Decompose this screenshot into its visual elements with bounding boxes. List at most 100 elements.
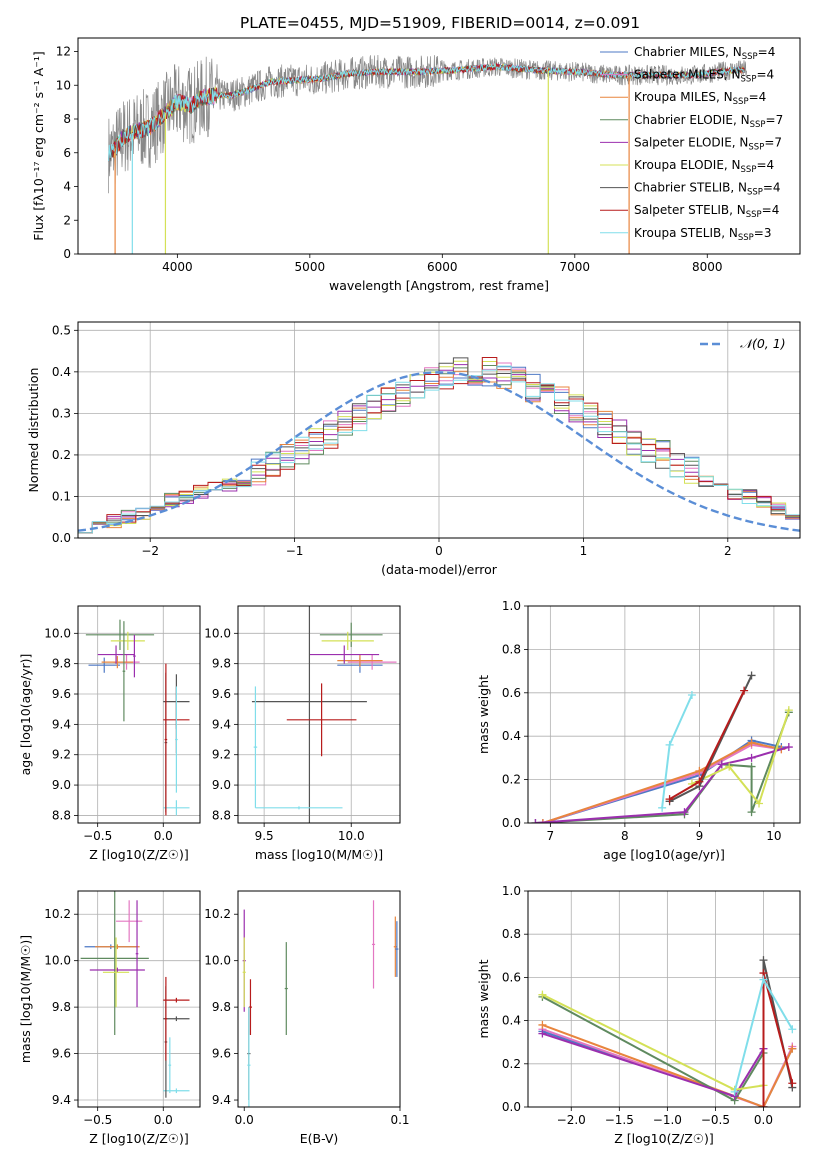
y-axis-label: Flux [fλ10⁻¹⁷ erg cm⁻² s⁻¹ A⁻¹] bbox=[31, 51, 46, 240]
y-tick-label: 9.6 bbox=[52, 1047, 71, 1061]
x-tick-label: 0 bbox=[435, 544, 443, 558]
x-tick-label: 1 bbox=[580, 544, 588, 558]
weight-point-marker bbox=[665, 795, 674, 804]
weight-series-line bbox=[669, 674, 753, 803]
weight-point-marker bbox=[725, 762, 734, 771]
y-tick-label: 0.4 bbox=[502, 1014, 521, 1028]
x-axis-label: wavelength [Angstrom, rest frame] bbox=[329, 278, 549, 293]
y-tick-label: 0 bbox=[63, 247, 71, 261]
weight-series-line bbox=[762, 972, 794, 1107]
weight-vs-Z-panel: −2.0 −1.5 −1.0 −0.5 0.0 0.0 0.2 0.4 0.6 0.8 1.0 Z [… bbox=[476, 884, 801, 1146]
y-tick-label: 0.3 bbox=[52, 406, 71, 420]
y-tick-label: 9.6 bbox=[212, 687, 231, 701]
weight-point-marker bbox=[759, 956, 768, 965]
y-tick-label: 9.8 bbox=[52, 1000, 71, 1014]
weight-point-marker bbox=[665, 740, 674, 749]
residuals-panel: −2 −1 0 1 2 0.0 0.1 0.2 0.3 0.4 0.5 𝒩(0, 1) (data-mo… bbox=[26, 321, 801, 577]
x-tick-label: 9.5 bbox=[255, 829, 274, 843]
weight-series-line bbox=[542, 743, 782, 823]
legend-label: Chabrier ELODIE, NSSP=7 bbox=[634, 113, 783, 130]
weight-point-marker bbox=[740, 686, 749, 695]
y-tick-label: 1.0 bbox=[502, 599, 521, 613]
mass-vs-ebv-panel: 0.0 0.1 9.4 9.6 9.8 10.0 10.2 E(B-V) bbox=[204, 890, 410, 1146]
x-axis-label: Z [log10(Z/Z☉)] bbox=[89, 1131, 189, 1146]
y-tick-label: 9.2 bbox=[212, 748, 231, 762]
residuals-frame bbox=[77, 321, 801, 539]
y-tick-label: 2 bbox=[63, 213, 71, 227]
mass-vs-Z-frame bbox=[77, 890, 201, 1108]
x-tick-label: 8 bbox=[621, 829, 629, 843]
weight-vs-age-panel: 7 8 9 10 0.0 0.2 0.4 0.6 0.8 1.0 age [log10(age/yr… bbox=[476, 599, 801, 862]
x-tick-label: −0.5 bbox=[83, 1113, 112, 1127]
y-tick-label: 0.2 bbox=[52, 448, 71, 462]
x-axis-label: age [log10(age/yr)] bbox=[603, 847, 725, 862]
x-tick-label: 0.0 bbox=[235, 1113, 254, 1127]
y-tick-label: 0.8 bbox=[502, 927, 521, 941]
gaussian-curve bbox=[78, 371, 800, 532]
legend-label: Salpeter ELODIE, NSSP=7 bbox=[634, 135, 782, 152]
x-tick-label: −1.0 bbox=[653, 1113, 682, 1127]
weight-point-marker bbox=[784, 743, 793, 752]
y-tick-label: 9.0 bbox=[52, 778, 71, 792]
age-vs-mass-panel: 9.5 10.0 8.8 9.0 9.2 9.4 9.6 9.8 10.0 mass [log10… bbox=[204, 605, 401, 862]
y-tick-label: 10.0 bbox=[44, 954, 71, 968]
residual-histogram bbox=[78, 364, 800, 538]
y-tick-label: 0.8 bbox=[502, 642, 521, 656]
y-tick-label: 8 bbox=[63, 112, 71, 126]
x-axis-label: Z [log10(Z/Z☉)] bbox=[614, 1131, 714, 1146]
legend-label: Salpeter STELIB, NSSP=4 bbox=[634, 203, 779, 220]
spectrum-panel: 4000 5000 6000 7000 8000 0 2 4 6 8 10 12 Chabrier MI… bbox=[31, 37, 801, 293]
x-tick-label: 0.0 bbox=[754, 1113, 773, 1127]
y-axis-label: age [log10(age/yr)] bbox=[18, 654, 33, 776]
weight-series-line bbox=[691, 709, 790, 806]
y-tick-label: 9.4 bbox=[212, 1093, 231, 1107]
y-tick-label: 9.6 bbox=[212, 1047, 231, 1061]
age-vs-Z-frame bbox=[77, 605, 201, 824]
weight-point-marker bbox=[747, 738, 756, 747]
y-tick-label: 12 bbox=[56, 45, 71, 59]
y-tick-label: 0.4 bbox=[502, 729, 521, 743]
figure-title: PLATE=0455, MJD=51909, FIBERID=0014, z=0… bbox=[240, 14, 640, 32]
y-tick-label: 10.2 bbox=[204, 907, 231, 921]
weight-vs-Z-frame bbox=[527, 890, 801, 1108]
weight-point-marker bbox=[538, 1020, 547, 1029]
spectrum-model-line bbox=[108, 62, 745, 162]
weight-point-marker bbox=[755, 799, 764, 808]
y-tick-label: 0.0 bbox=[502, 816, 521, 830]
y-tick-label: 4 bbox=[63, 180, 71, 194]
legend-label: Kroupa MILES, NSSP=4 bbox=[634, 90, 766, 107]
weight-point-marker bbox=[687, 690, 696, 699]
x-tick-label: −2 bbox=[141, 544, 159, 558]
x-tick-label: 0.0 bbox=[154, 1113, 173, 1127]
spectrum-frame bbox=[77, 37, 801, 255]
x-tick-label: 10.0 bbox=[338, 829, 365, 843]
x-tick-label: 2 bbox=[724, 544, 732, 558]
y-tick-label: 0.4 bbox=[52, 365, 71, 379]
weight-point-marker bbox=[788, 1044, 797, 1053]
y-tick-label: 8.8 bbox=[52, 808, 71, 822]
y-axis-label: mass [log10(M/M☉)] bbox=[18, 935, 33, 1063]
weight-series-line bbox=[535, 711, 790, 823]
y-tick-label: 0.0 bbox=[502, 1100, 521, 1114]
x-tick-label: 5000 bbox=[295, 260, 326, 274]
x-tick-label: 7 bbox=[547, 829, 555, 843]
weight-point-marker bbox=[538, 819, 547, 823]
weight-point-marker bbox=[759, 975, 768, 984]
x-tick-label: 9 bbox=[696, 829, 704, 843]
y-axis-label: Normed distribution bbox=[26, 368, 41, 493]
legend-label: Kroupa ELODIE, NSSP=4 bbox=[634, 158, 774, 175]
weight-point-marker bbox=[747, 753, 756, 762]
weight-point-marker bbox=[788, 1079, 797, 1088]
legend-label: Chabrier STELIB, NSSP=4 bbox=[634, 181, 781, 198]
residual-histogram bbox=[78, 357, 800, 538]
weight-point-marker bbox=[747, 808, 756, 817]
y-tick-label: 10.0 bbox=[204, 954, 231, 968]
weight-point-marker bbox=[695, 777, 704, 786]
legend-label: Kroupa STELIB, NSSP=3 bbox=[634, 226, 772, 243]
age-vs-Z-panel: −0.5 0.0 8.8 9.0 9.2 9.4 9.6 9.8 10.0 Z [log10(Z/… bbox=[18, 605, 201, 862]
y-tick-label: 0.2 bbox=[502, 773, 521, 787]
weight-point-marker bbox=[717, 760, 726, 769]
y-tick-label: 9.4 bbox=[52, 717, 71, 731]
residual-histogram bbox=[78, 365, 800, 538]
